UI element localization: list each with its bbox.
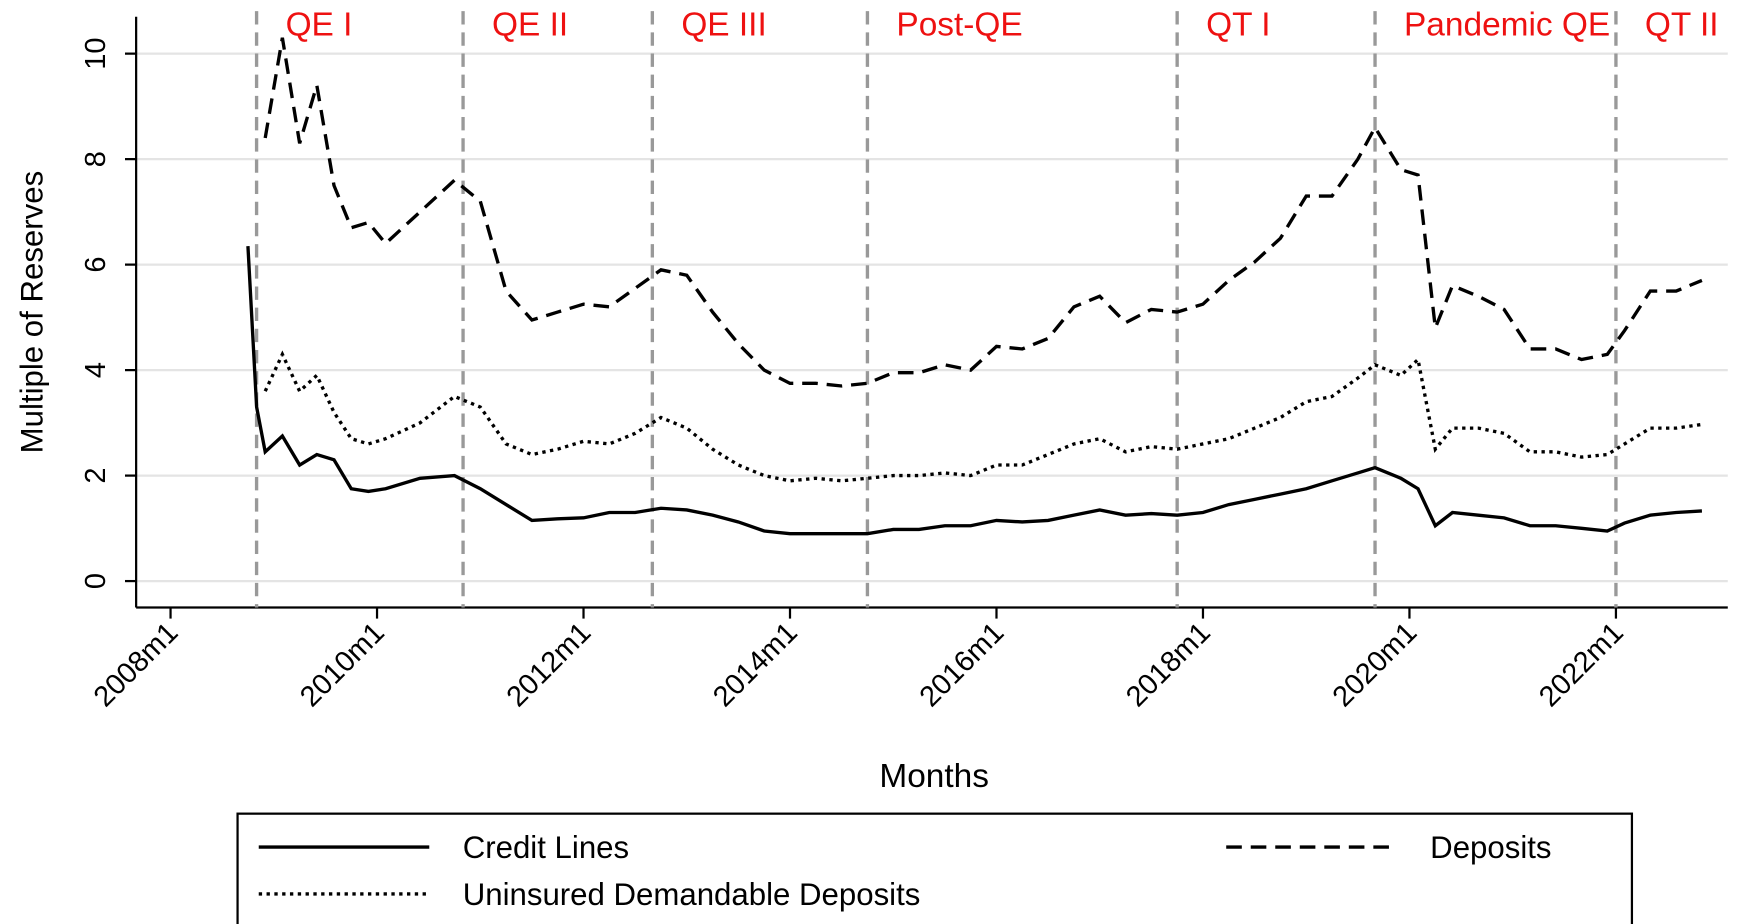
x-tick-label: 2022m1 (1533, 617, 1630, 714)
y-axis-label: Multiple of Reserves (15, 171, 50, 454)
x-tick-label: 2018m1 (1120, 617, 1217, 714)
period-label: QE II (492, 7, 568, 44)
y-tick-label: 4 (80, 362, 112, 378)
series-line (263, 350, 1703, 483)
legend-label: Credit Lines (463, 830, 629, 865)
y-tick-label: 0 (80, 573, 112, 589)
y-tick-label: 6 (80, 257, 112, 273)
x-axis-label: Months (879, 758, 989, 795)
x-tick-label: 2008m1 (88, 617, 185, 714)
series-line (263, 37, 1703, 388)
legend-label: Deposits (1430, 830, 1551, 865)
period-label: QT I (1206, 7, 1270, 44)
period-label: Post-QE (896, 7, 1022, 44)
series-line (246, 246, 1703, 536)
x-tick-label: 2020m1 (1327, 617, 1424, 714)
y-tick-label: 8 (80, 151, 112, 167)
period-label: QT II (1645, 7, 1719, 44)
period-label: QE III (681, 7, 766, 44)
x-tick-label: 2014m1 (707, 617, 804, 714)
period-label: Pandemic QE (1404, 7, 1610, 44)
x-tick-label: 2012m1 (501, 617, 598, 714)
period-label: QE I (286, 7, 353, 44)
x-tick-label: 2016m1 (914, 617, 1011, 714)
legend-box (236, 812, 1634, 924)
y-tick-label: 10 (80, 38, 112, 70)
y-tick-label: 2 (80, 468, 112, 484)
x-tick-label: 2010m1 (294, 617, 391, 714)
legend-label: Uninsured Demandable Deposits (463, 877, 921, 912)
